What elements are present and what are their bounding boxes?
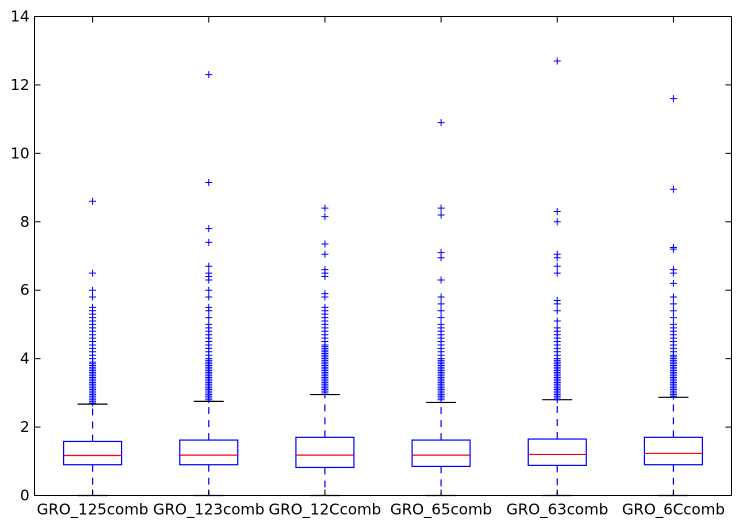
outlier-point — [553, 307, 561, 315]
y-tick-label: 14 — [10, 8, 29, 26]
outlier-point — [205, 320, 213, 328]
outlier-point — [437, 204, 445, 212]
outlier-point — [437, 320, 445, 328]
x-tick-label: GRO_65comb — [390, 501, 492, 520]
outlier-point — [669, 279, 677, 287]
outlier-point — [553, 262, 561, 270]
x-tick-label: GRO_125comb — [37, 501, 149, 520]
y-tick-label: 2 — [20, 418, 30, 436]
outlier-point — [553, 208, 561, 216]
box-gro-125comb — [62, 197, 123, 497]
outlier-point — [321, 240, 329, 248]
outlier-point — [205, 269, 213, 277]
y-tick-label: 12 — [10, 76, 29, 94]
outlier-point — [437, 249, 445, 257]
box-gro-123comb — [179, 71, 239, 497]
x-tick-label: GRO_12Ccomb — [269, 501, 381, 520]
outlier-point — [437, 307, 445, 315]
outlier-point — [89, 197, 97, 205]
outlier-point — [321, 290, 329, 298]
outlier-point — [205, 303, 213, 311]
outlier-point — [205, 225, 213, 233]
outlier-point — [437, 119, 445, 127]
outlier-point — [205, 238, 213, 246]
outlier-point — [205, 314, 213, 322]
outlier-point — [669, 314, 677, 322]
outlier-point — [553, 250, 561, 258]
x-tick-label: GRO_63comb — [506, 501, 608, 520]
outlier-point — [321, 204, 329, 212]
y-tick-label: 0 — [20, 487, 30, 505]
y-tick-label: 10 — [10, 144, 29, 162]
y-tick-label: 4 — [20, 350, 30, 368]
box-gro-12ccomb — [295, 204, 355, 497]
outlier-point — [437, 293, 445, 301]
y-tick-label: 6 — [20, 281, 30, 299]
outlier-point — [669, 320, 677, 328]
outlier-point — [89, 293, 97, 301]
outlier-point — [553, 218, 561, 226]
outlier-point — [437, 211, 445, 219]
outlier-point — [553, 324, 561, 332]
outlier-point — [553, 57, 561, 65]
outlier-point — [437, 276, 445, 284]
y-tick-label: 8 — [20, 213, 30, 231]
outlier-point — [553, 296, 561, 304]
outlier-point — [205, 293, 213, 301]
outlier-point — [321, 213, 329, 221]
y-axis: 0 2 4 6 8 10 12 14 — [10, 8, 732, 505]
outlier-point — [205, 178, 213, 186]
outlier-point — [321, 266, 329, 274]
iqr-box — [295, 436, 355, 469]
iqr-box — [179, 439, 239, 466]
outlier-point — [205, 286, 213, 294]
outlier-point — [669, 243, 677, 251]
outlier-point — [89, 286, 97, 294]
iqr-box — [643, 436, 704, 466]
axes-frame — [34, 16, 732, 496]
iqr-box — [527, 438, 587, 466]
outlier-point — [205, 262, 213, 270]
outlier-point — [89, 303, 97, 311]
x-axis: GRO_125comb GRO_123comb GRO_12Ccomb GRO_65c… — [37, 16, 725, 520]
iqr-box — [62, 440, 123, 466]
outlier-point — [437, 300, 445, 308]
outlier-point — [437, 314, 445, 322]
outlier-point — [89, 269, 97, 277]
box-gro-63comb — [527, 57, 587, 497]
outlier-point — [321, 250, 329, 258]
outlier-point — [669, 266, 677, 274]
iqr-box — [411, 439, 471, 468]
outlier-point — [669, 307, 677, 315]
outlier-point — [205, 71, 213, 79]
box-gro-6ccomb — [643, 95, 704, 497]
outlier-point — [669, 293, 677, 301]
box-gro-65comb — [411, 119, 471, 497]
outlier-point — [669, 95, 677, 103]
plot-area — [62, 57, 704, 497]
outlier-point — [553, 269, 561, 277]
x-tick-label: GRO_123comb — [153, 501, 265, 520]
x-tick-label: GRO_6Ccomb — [622, 501, 725, 520]
outlier-point — [553, 317, 561, 325]
outlier-point — [321, 303, 329, 311]
outlier-point — [669, 300, 677, 308]
outlier-point — [669, 185, 677, 193]
